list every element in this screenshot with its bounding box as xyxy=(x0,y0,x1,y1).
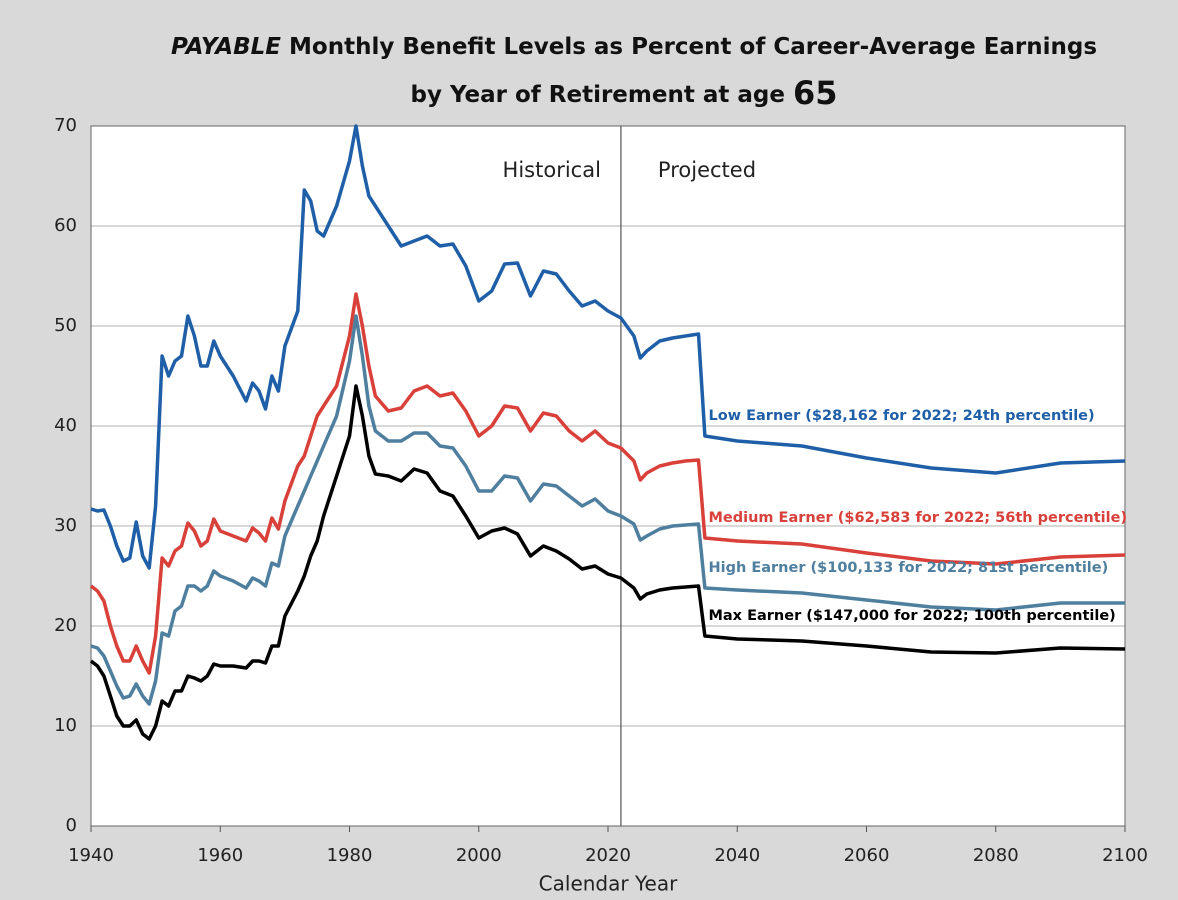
x-tick-label: 1960 xyxy=(197,845,243,866)
plot-border xyxy=(90,125,1126,827)
y-tick-label: 60 xyxy=(54,215,77,236)
y-tick-label: 10 xyxy=(54,715,77,736)
y-tick-label: 0 xyxy=(66,815,77,836)
x-tick-label: 2080 xyxy=(973,845,1019,866)
y-tick-label: 70 xyxy=(54,115,77,136)
x-tick-label: 2000 xyxy=(456,845,502,866)
series-label: Medium Earner ($62,583 for 2022; 56th pe… xyxy=(708,510,1127,526)
series-line xyxy=(89,292,1126,675)
y-tick-label: 20 xyxy=(54,615,77,636)
title-emphasis: PAYABLE xyxy=(171,34,281,60)
y-tick-label: 50 xyxy=(54,315,77,336)
series-label: Max Earner ($147,000 for 2022; 100th per… xyxy=(708,608,1115,624)
x-axis-label: Calendar Year xyxy=(539,872,678,896)
plot-area xyxy=(91,126,1125,826)
x-tick-label: 2100 xyxy=(1102,845,1148,866)
subtitle-emphasis: 65 xyxy=(793,74,838,112)
x-tick-label: 2040 xyxy=(714,845,760,866)
subtitle-text: by Year of Retirement at age xyxy=(410,82,784,108)
y-tick-label: 40 xyxy=(54,415,77,436)
series-line xyxy=(90,314,1125,706)
chart-subtitle: by Year of Retirement at age 65 xyxy=(410,74,837,112)
chart-title: PAYABLE Monthly Benefit Levels as Percen… xyxy=(171,34,1097,60)
annotation: Projected xyxy=(658,158,756,182)
series-line xyxy=(90,124,1126,570)
x-tick-label: 2020 xyxy=(585,845,631,866)
series-label: Low Earner ($28,162 for 2022; 24th perce… xyxy=(708,408,1094,424)
annotation: Historical xyxy=(503,158,601,182)
x-tick-label: 1980 xyxy=(327,845,373,866)
x-tick-label: 2060 xyxy=(844,845,890,866)
series-label: High Earner ($100,133 for 2022; 81st per… xyxy=(708,560,1108,576)
x-tick-label: 1940 xyxy=(68,845,114,866)
y-tick-label: 30 xyxy=(54,515,77,536)
series-line xyxy=(89,384,1126,741)
title-text: Monthly Benefit Levels as Percent of Car… xyxy=(289,34,1097,60)
